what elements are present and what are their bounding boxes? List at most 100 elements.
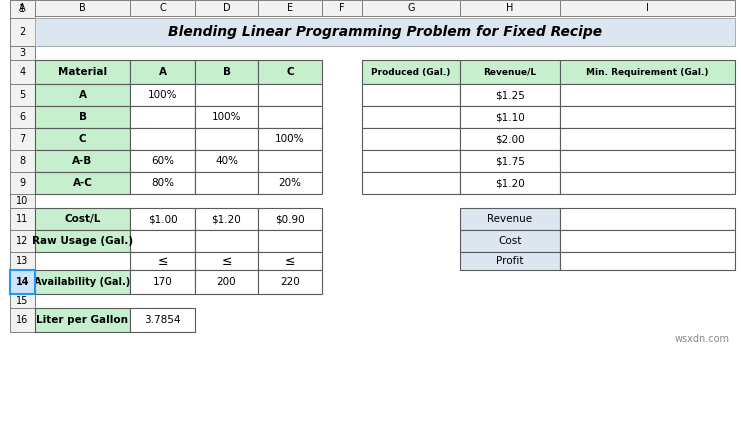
Text: Liter per Gallon: Liter per Gallon [36,315,128,325]
Bar [10,60,35,84]
Text: wsxdn.com: wsxdn.com [675,334,730,344]
Text: 14: 14 [16,277,29,287]
Bar [258,230,322,252]
Text: Min. Requirement (Gal.): Min. Requirement (Gal.) [586,67,708,77]
Text: 200: 200 [216,277,236,287]
Text: ≤: ≤ [157,254,167,268]
Text: $1.25: $1.25 [495,90,525,100]
Text: 12: 12 [16,236,29,246]
Bar [10,0,35,16]
Text: 15: 15 [16,296,29,306]
Bar [10,84,35,106]
Text: 14: 14 [16,277,29,287]
Bar [130,150,195,172]
Bar [195,106,258,128]
Bar [130,208,195,230]
Text: I: I [646,3,649,13]
Text: C: C [79,134,86,144]
Bar [130,84,195,106]
Text: B: B [79,112,87,122]
Bar [195,0,258,16]
Bar [460,106,560,128]
Bar [362,128,460,150]
Text: $1.20: $1.20 [212,214,242,224]
Bar [560,172,735,194]
Bar [560,150,735,172]
Text: $2.00: $2.00 [495,134,525,144]
Bar [258,150,322,172]
Text: 80%: 80% [151,178,174,188]
Bar [10,294,35,308]
Text: 60%: 60% [151,156,174,166]
Bar [35,60,130,84]
Bar [195,128,258,150]
Bar [35,106,130,128]
Bar [460,60,560,84]
Bar [258,172,322,194]
Bar [195,208,258,230]
Text: D: D [223,3,230,13]
Bar [10,270,35,294]
Text: A: A [159,67,167,77]
Text: Revenue: Revenue [488,214,533,224]
Bar [35,308,130,332]
Bar [258,270,322,294]
Text: 40%: 40% [215,156,238,166]
Bar [460,252,560,270]
Text: Blending Linear Programming Problem for Fixed Recipe: Blending Linear Programming Problem for … [168,25,602,39]
Bar [10,172,35,194]
Text: Availability (Gal.): Availability (Gal.) [34,277,130,287]
Text: 13: 13 [16,256,29,266]
Bar [35,84,130,106]
Bar [130,60,195,84]
Text: Cost/L: Cost/L [64,214,101,224]
Text: 100%: 100% [147,90,177,100]
Bar [560,230,735,252]
Text: Profit: Profit [496,256,524,266]
Bar [460,150,560,172]
Bar [460,84,560,106]
Bar [10,46,35,60]
Text: 20%: 20% [279,178,302,188]
Text: $1.20: $1.20 [495,178,525,188]
Text: $1.75: $1.75 [495,156,525,166]
Bar [10,18,35,46]
Bar [258,208,322,230]
Text: Cost: Cost [498,236,522,246]
Text: 9: 9 [19,178,25,188]
Bar [195,172,258,194]
Bar [35,18,735,46]
Bar [560,84,735,106]
Bar [10,230,35,252]
Bar [362,60,460,84]
Text: 1: 1 [19,4,25,14]
Text: G: G [408,3,415,13]
Bar [35,208,130,230]
Text: 5: 5 [19,90,26,100]
Bar [362,150,460,172]
Bar [460,230,560,252]
Bar [35,150,130,172]
Text: 4: 4 [19,67,25,77]
Bar [560,60,735,84]
Bar [195,150,258,172]
Text: 2: 2 [19,27,26,37]
Text: 3.7854: 3.7854 [144,315,181,325]
Text: 16: 16 [16,315,29,325]
Bar [460,208,560,230]
Text: F: F [339,3,345,13]
Bar [10,208,35,230]
Bar [35,0,130,16]
Text: Raw Usage (Gal.): Raw Usage (Gal.) [32,236,133,246]
Bar [130,230,195,252]
Text: B: B [222,67,230,77]
Bar [460,172,560,194]
Bar [362,0,460,16]
Bar [362,172,460,194]
Bar [35,128,130,150]
Bar [362,106,460,128]
Text: 7: 7 [19,134,26,144]
Text: 6: 6 [19,112,25,122]
Bar [460,128,560,150]
Text: C: C [159,3,166,13]
